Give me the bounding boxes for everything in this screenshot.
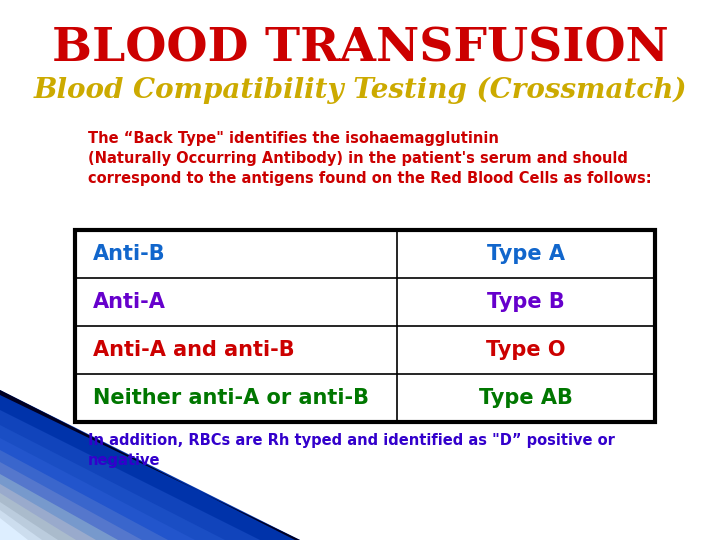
Text: Type B: Type B <box>487 292 564 312</box>
Text: BLOOD TRANSFUSION: BLOOD TRANSFUSION <box>52 25 668 71</box>
Polygon shape <box>0 484 96 540</box>
Text: Anti-A: Anti-A <box>93 292 166 312</box>
Text: negative: negative <box>88 453 161 468</box>
Text: correspond to the antigens found on the Red Blood Cells as follows:: correspond to the antigens found on the … <box>88 171 652 186</box>
Polygon shape <box>0 462 142 540</box>
Bar <box>75 230 655 422</box>
Polygon shape <box>0 440 230 540</box>
Polygon shape <box>0 474 118 540</box>
Text: Anti-B: Anti-B <box>93 244 166 264</box>
Polygon shape <box>0 510 42 540</box>
Polygon shape <box>0 518 28 540</box>
Polygon shape <box>0 390 300 540</box>
Text: Neither anti-A or anti-B: Neither anti-A or anti-B <box>93 388 369 408</box>
Text: Type O: Type O <box>486 340 566 360</box>
Polygon shape <box>0 502 58 540</box>
Polygon shape <box>0 390 300 540</box>
Bar <box>75 230 655 422</box>
Text: Type A: Type A <box>487 244 565 264</box>
Text: In addition, RBCs are Rh typed and identified as "D” positive or: In addition, RBCs are Rh typed and ident… <box>88 433 615 448</box>
Text: Blood Compatibility Testing (Crossmatch): Blood Compatibility Testing (Crossmatch) <box>33 76 687 104</box>
Polygon shape <box>0 410 260 540</box>
Polygon shape <box>0 450 168 540</box>
Text: (Naturally Occurring Antibody) in the patient's serum and should: (Naturally Occurring Antibody) in the pa… <box>88 151 628 165</box>
Text: Type AB: Type AB <box>479 388 573 408</box>
Polygon shape <box>0 493 76 540</box>
Text: Anti-A and anti-B: Anti-A and anti-B <box>93 340 294 360</box>
Text: The “Back Type" identifies the isohaemagglutinin: The “Back Type" identifies the isohaemag… <box>88 131 499 145</box>
Polygon shape <box>0 425 225 540</box>
Polygon shape <box>0 438 195 540</box>
